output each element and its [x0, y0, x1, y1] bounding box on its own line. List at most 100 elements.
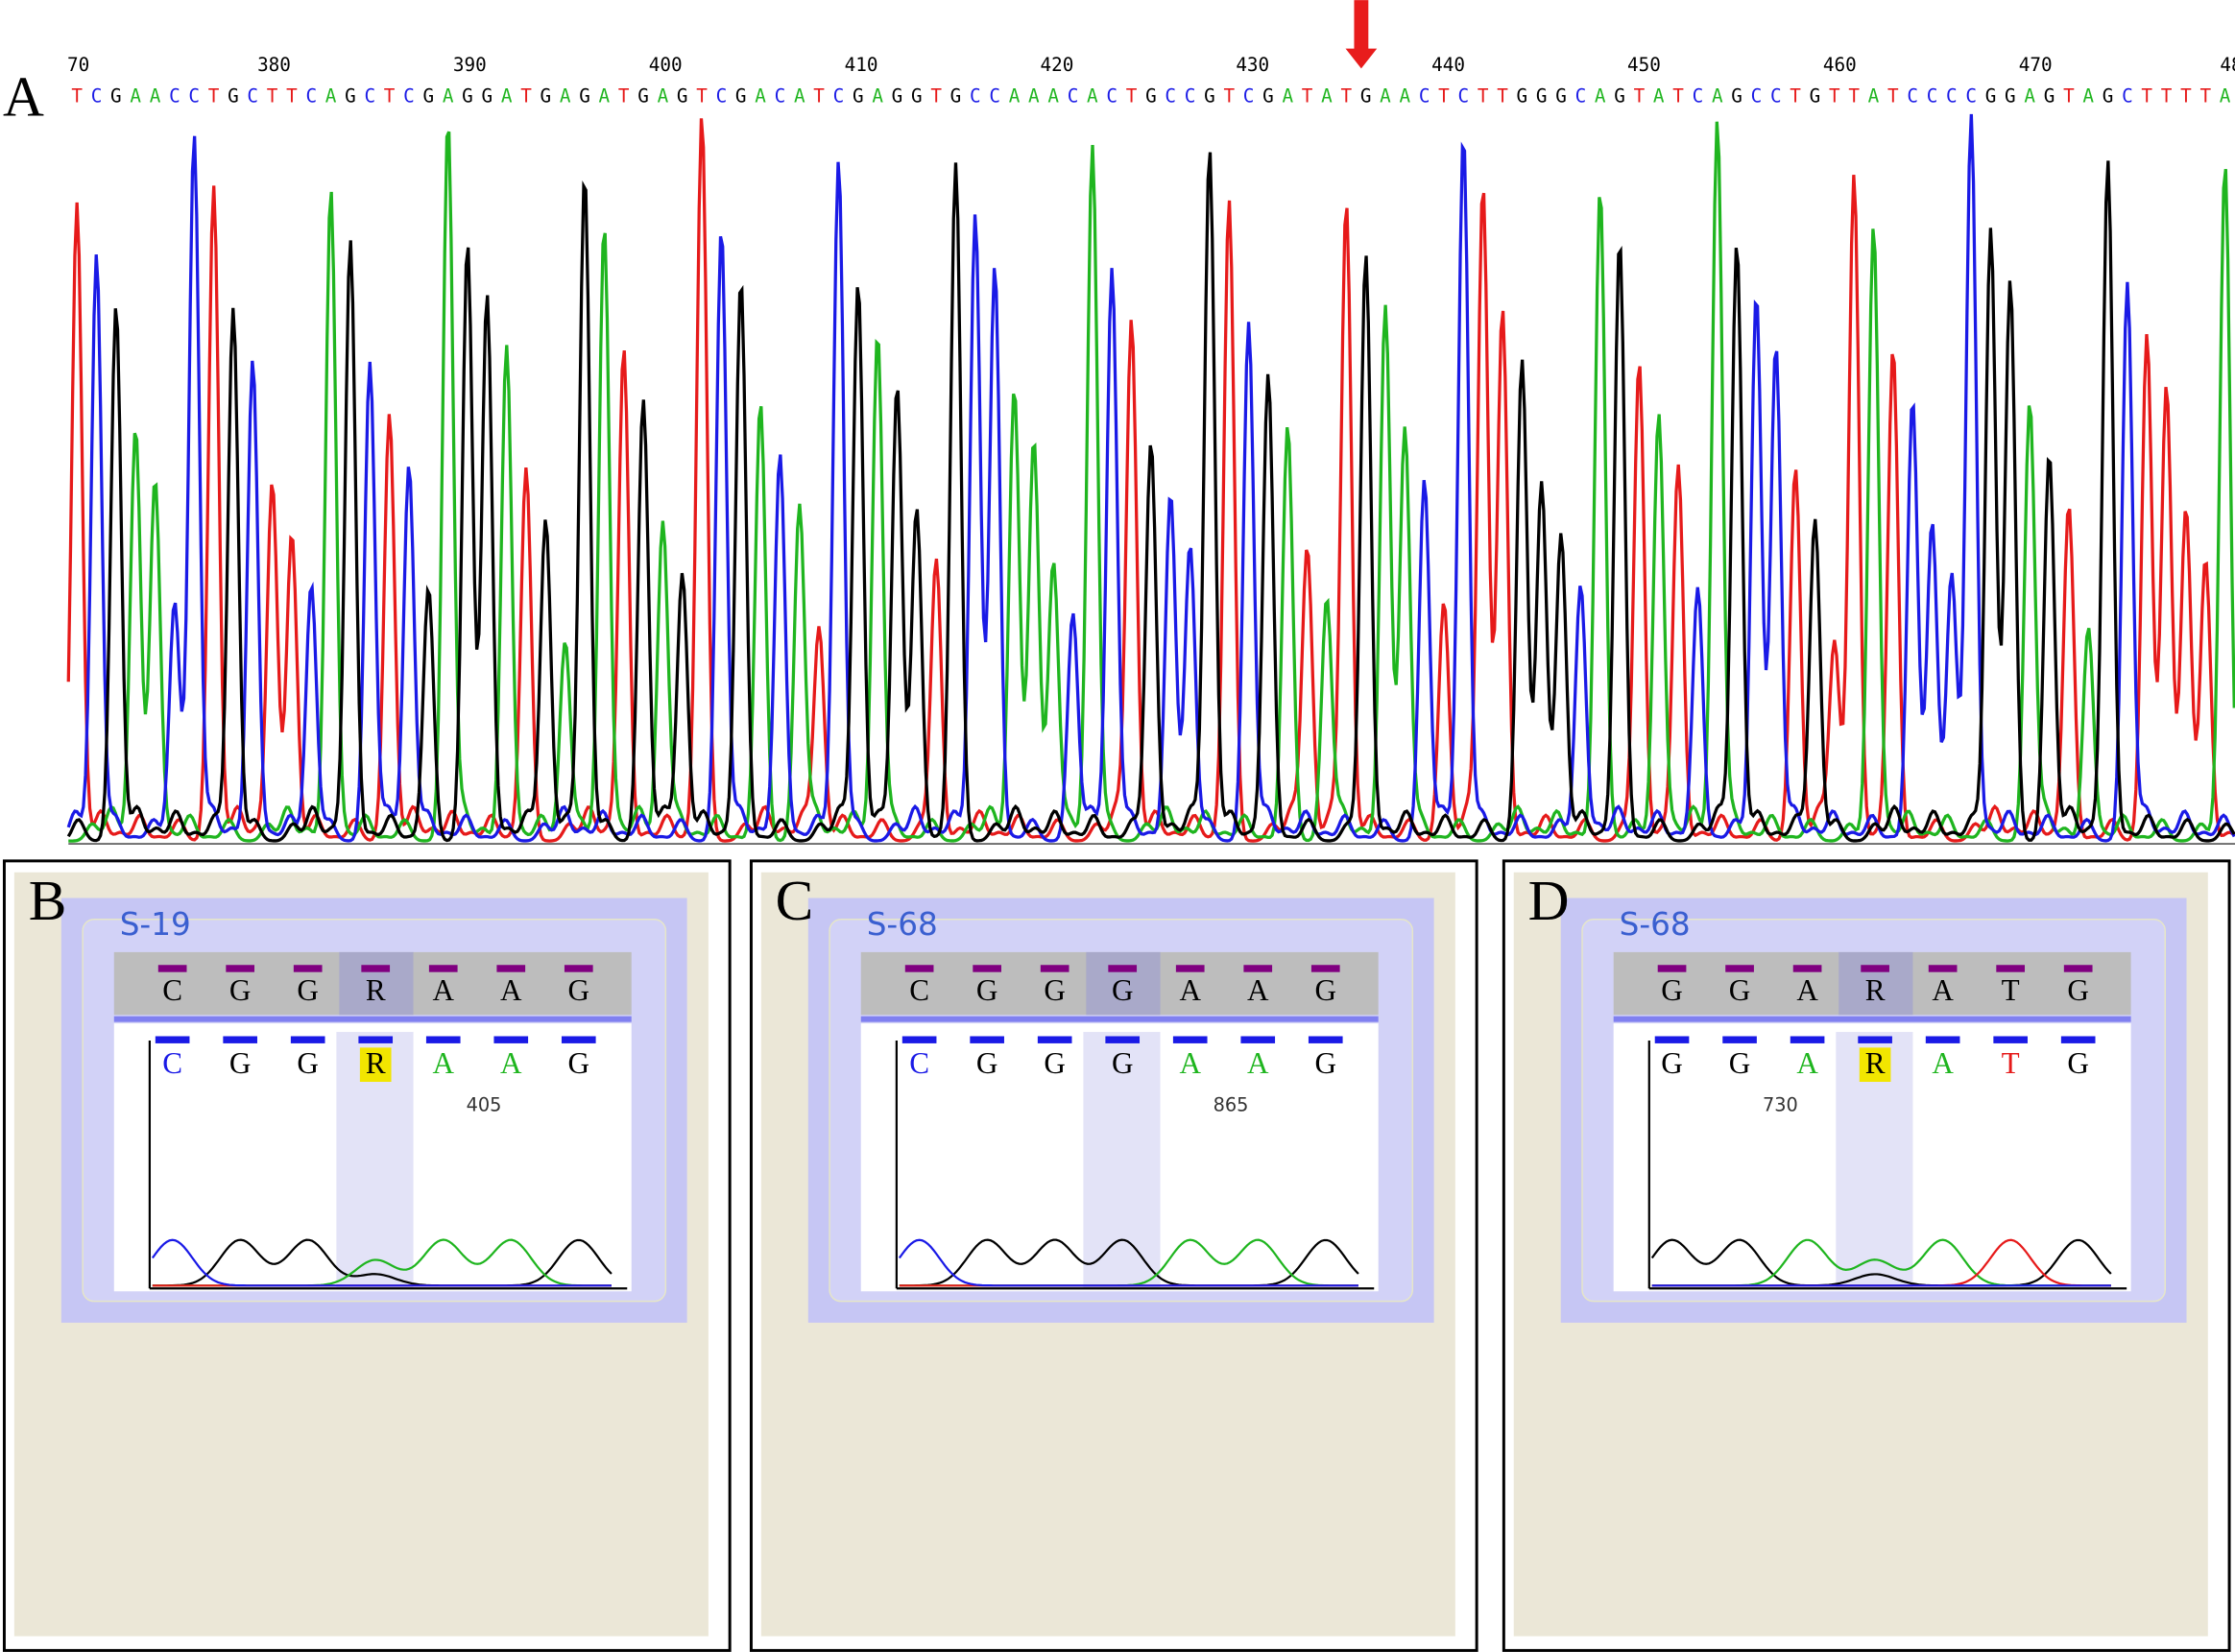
base-call: C [775, 85, 786, 108]
reference-highlight [1086, 951, 1161, 1016]
base-call: G [579, 85, 590, 108]
base-call: A [1868, 85, 1880, 108]
separator [113, 1016, 632, 1022]
quality-bar [1172, 1036, 1208, 1043]
reference-base: G [1315, 973, 1337, 1007]
position-tick: 400 [649, 54, 683, 76]
base-call: C [1106, 85, 1118, 108]
base-call: C [1927, 85, 1938, 108]
base-call: C [1068, 85, 1079, 108]
base-call: G [1536, 85, 1548, 108]
base-call: C [2122, 85, 2133, 108]
quality-bar [223, 1036, 257, 1043]
read-base: A [500, 1046, 522, 1080]
quality-bar [155, 1036, 190, 1043]
quality-bar [290, 1036, 325, 1043]
base-call: T [1790, 85, 1801, 108]
read-base: G [2067, 1046, 2089, 1080]
reference-base: G [1112, 973, 1134, 1007]
base-call: G [1555, 85, 1567, 108]
quality-bar [2060, 1036, 2096, 1043]
read-highlight [1083, 1032, 1161, 1289]
base-call: A [2082, 85, 2094, 108]
read-base: T [2002, 1046, 2020, 1080]
base-call: A [1047, 85, 1059, 108]
reference-base: G [2067, 973, 2089, 1007]
position-tick: 380 [257, 54, 291, 76]
reference-base: G [1661, 973, 1683, 1007]
reference-base: C [162, 973, 182, 1007]
sample-name: S-19 [120, 906, 191, 943]
base-call: C [169, 85, 180, 108]
reference-base: G [1044, 973, 1066, 1007]
base-call: C [1770, 85, 1782, 108]
base-call: G [677, 85, 688, 108]
panel-label: A [3, 65, 44, 129]
quality-bar [157, 965, 187, 972]
base-call: G [2044, 85, 2055, 108]
base-call: T [267, 85, 278, 108]
base-call: G [2005, 85, 2016, 108]
base-call: T [1438, 85, 1450, 108]
base-call: C [1693, 85, 1704, 108]
quality-bar [1310, 965, 1340, 972]
position-tick: 460 [1823, 54, 1857, 76]
base-call: A [1282, 85, 1293, 108]
base-call: G [892, 85, 903, 108]
read-base: G [1729, 1046, 1751, 1080]
quality-bar [1040, 965, 1069, 972]
quality-bar [1792, 965, 1822, 972]
quality-bar [425, 1036, 461, 1043]
quality-bar [1722, 1036, 1757, 1043]
base-call: C [833, 85, 845, 108]
base-call: G [950, 85, 962, 108]
base-call: T [696, 85, 708, 108]
position-tick: 470 [2019, 54, 2053, 76]
base-call: C [1946, 85, 1958, 108]
reference-base: G [1729, 973, 1751, 1007]
trace [66, 152, 2235, 843]
base-call: G [345, 85, 356, 108]
quality-bar [2063, 965, 2093, 972]
position-tick: 440 [1431, 54, 1465, 76]
base-call: A [755, 85, 766, 108]
read-base: C [162, 1046, 182, 1080]
small-trace [1650, 1238, 2112, 1287]
read-base: A [432, 1046, 454, 1080]
base-call: A [2024, 85, 2035, 108]
base-call: A [560, 85, 571, 108]
position-tick: 450 [1627, 54, 1661, 76]
base-call: G [228, 85, 239, 108]
quality-bar [1105, 1036, 1141, 1043]
base-call: C [188, 85, 200, 108]
base-call: G [1810, 85, 1821, 108]
position-tick: 420 [1040, 54, 1073, 76]
panel-label: D [1528, 869, 1570, 932]
base-call: T [1478, 85, 1489, 108]
read-base: R [1865, 1046, 1886, 1080]
base-call: A [443, 85, 454, 108]
trace [66, 113, 2235, 843]
reference-base: C [909, 973, 929, 1007]
base-call: A [1380, 85, 1391, 108]
base-call: G [853, 85, 864, 108]
read-base: G [976, 1046, 998, 1080]
base-call: T [1340, 85, 1352, 108]
base-call: C [1907, 85, 1918, 108]
base-call: A [794, 85, 805, 108]
base-call: T [2063, 85, 2075, 108]
trace [68, 121, 2235, 843]
reference-base: A [1796, 973, 1818, 1007]
base-call: G [1614, 85, 1625, 108]
reference-base: A [1932, 973, 1954, 1007]
base-call: C [1165, 85, 1176, 108]
quality-bar [1108, 965, 1138, 972]
read-base: G [1661, 1046, 1683, 1080]
quality-bar [428, 965, 458, 972]
base-call: T [71, 85, 83, 108]
base-call: T [1887, 85, 1899, 108]
base-call: T [2180, 85, 2192, 108]
base-call: C [1243, 85, 1255, 108]
